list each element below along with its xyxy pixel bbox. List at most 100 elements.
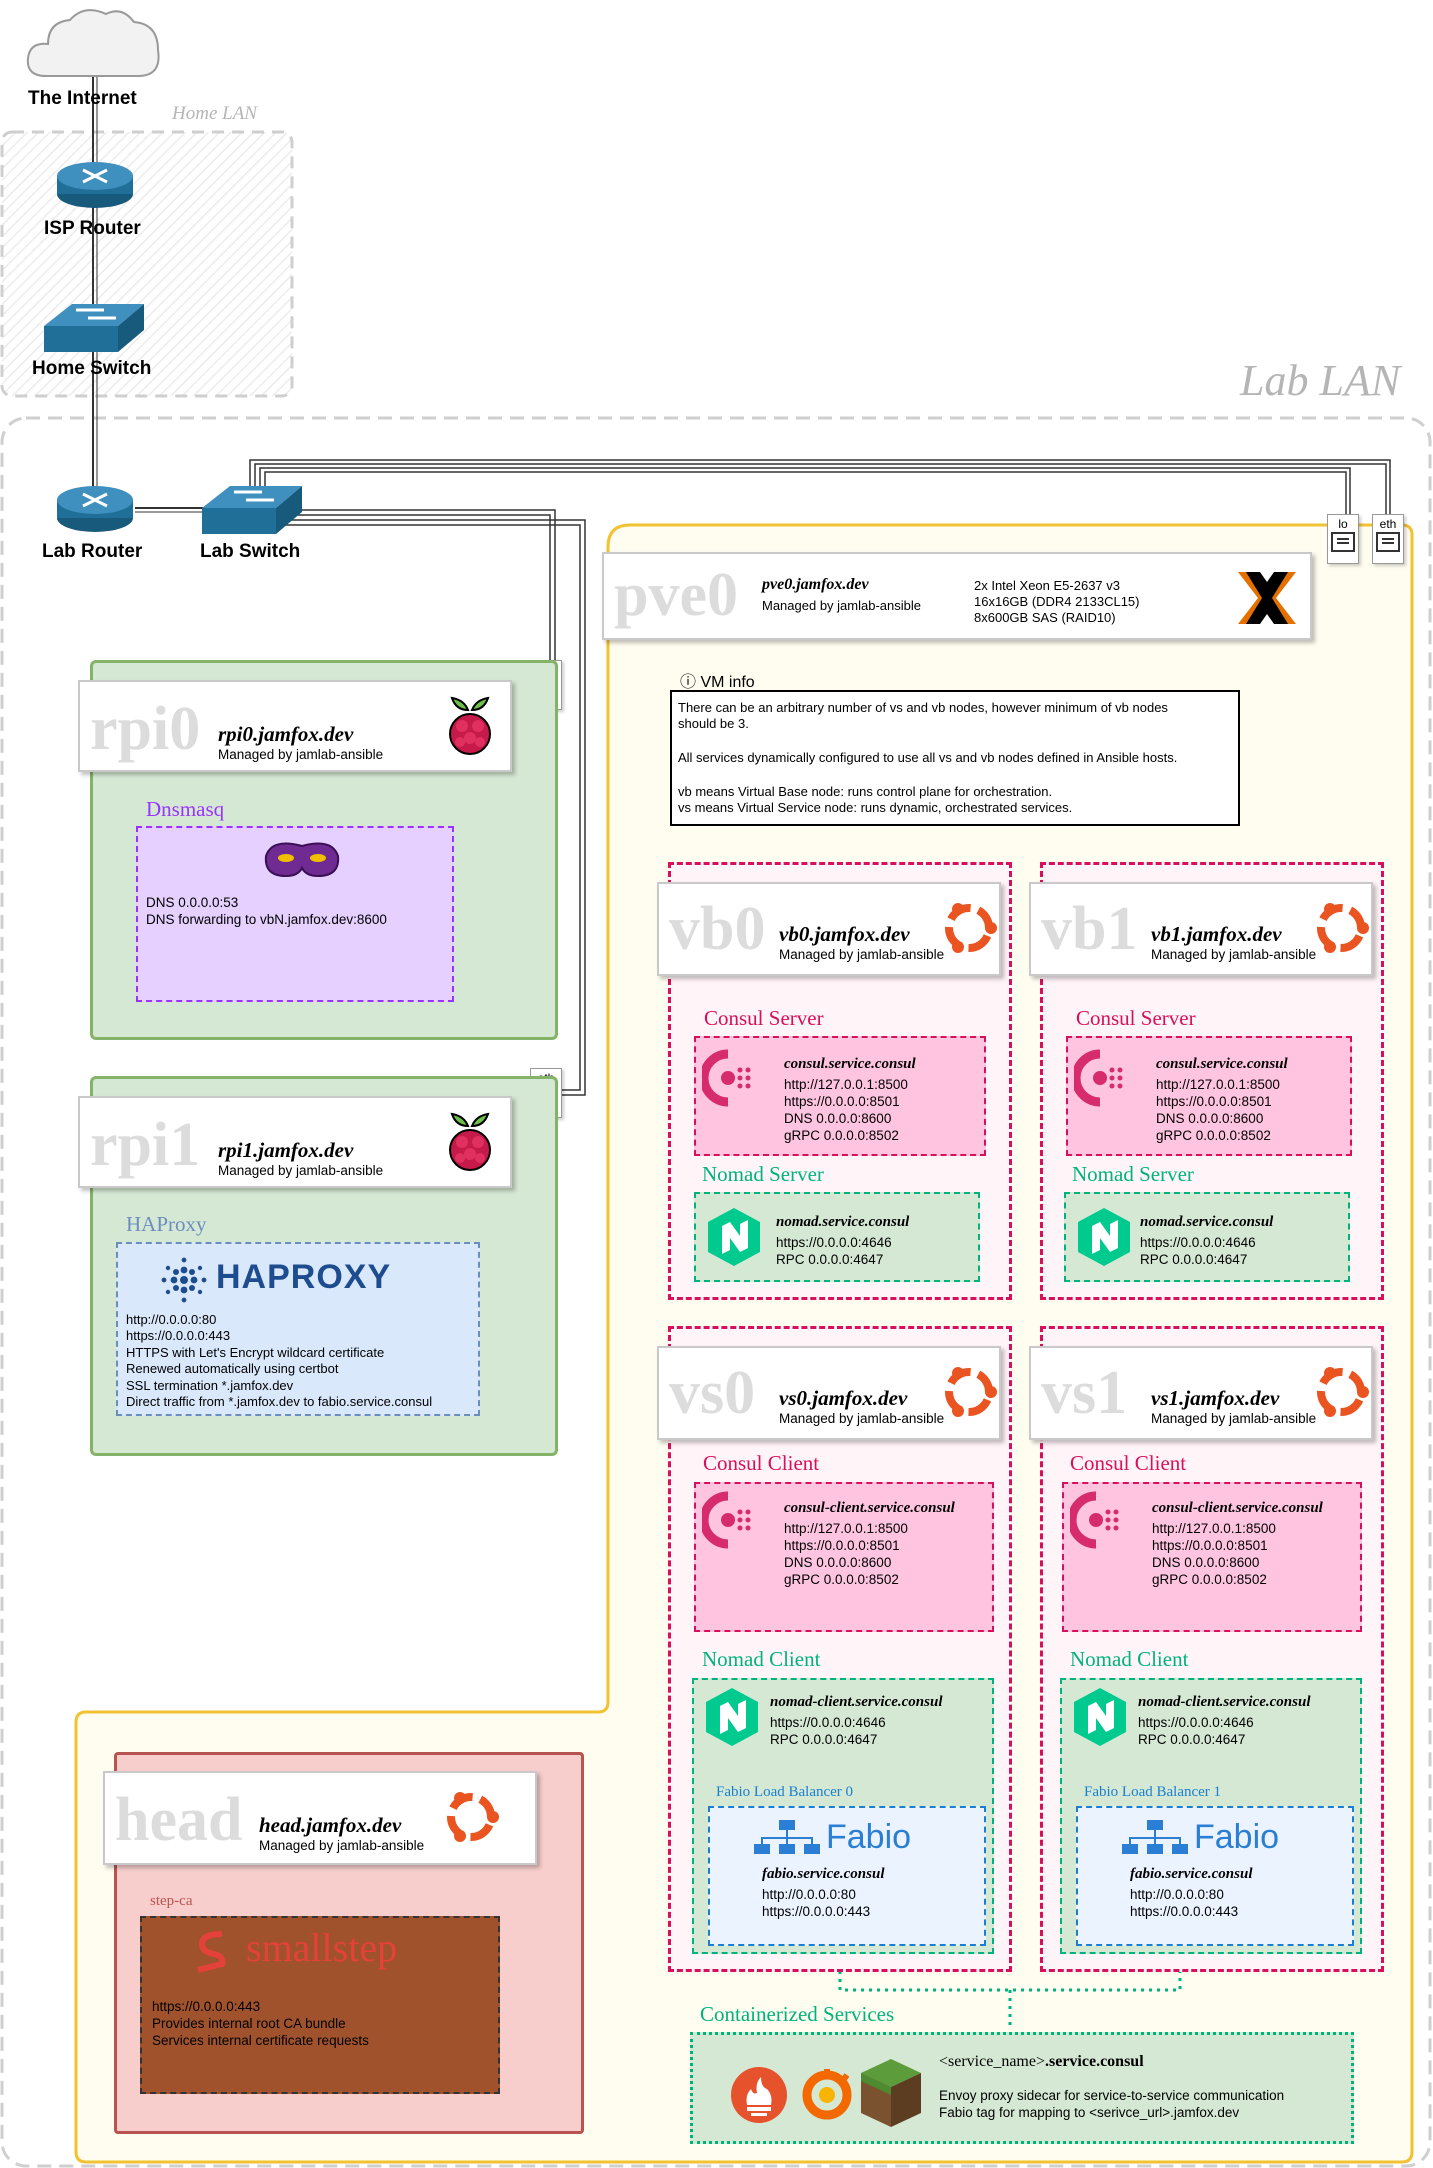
smallstep-logo-text: smallstep bbox=[246, 1925, 398, 1970]
vs1-consul-label: Consul Client bbox=[1070, 1451, 1187, 1475]
lab-switch-label: Lab Switch bbox=[200, 541, 301, 562]
vb1-managed: Managed by jamlab-ansible bbox=[1151, 947, 1317, 962]
vb1-hostname: vb1.jamfox.dev bbox=[1151, 922, 1282, 946]
nomad-icon bbox=[708, 1208, 760, 1266]
rpi0-managed: Managed by jamlab-ansible bbox=[218, 747, 384, 762]
rpi0-big-title: rpi0 bbox=[90, 695, 201, 763]
raspberry-pi-icon bbox=[449, 696, 491, 755]
vs1-fabio-label: Fabio Load Balancer 1 bbox=[1084, 1784, 1222, 1800]
vb0-managed: Managed by jamlab-ansible bbox=[779, 947, 945, 962]
vs0-managed: Managed by jamlab-ansible bbox=[779, 1411, 945, 1426]
pve0-big-title: pve0 bbox=[614, 561, 738, 629]
rpi1-card: rpi1 rpi1.jamfox.dev Managed by jamlab-a… bbox=[78, 1096, 512, 1188]
vs1-managed: Managed by jamlab-ansible bbox=[1151, 1411, 1317, 1426]
vb1-consul-service: consul.service.consul http://127.0.0.1:8… bbox=[1066, 1036, 1352, 1156]
dnsmasq-service: DNS 0.0.0.0:53 DNS forwarding to vbN.jam… bbox=[136, 826, 454, 1002]
consul-icon bbox=[702, 1491, 751, 1549]
vb0-nomad-label: Nomad Server bbox=[702, 1162, 824, 1186]
nomad-icon bbox=[1074, 1688, 1126, 1746]
haproxy-service: HAPROXY http://0.0.0.0:80 https://0.0.0.… bbox=[116, 1242, 480, 1416]
vs1-hostname: vs1.jamfox.dev bbox=[1151, 1386, 1280, 1410]
internet-label: The Internet bbox=[28, 88, 137, 109]
isp-router-label: ISP Router bbox=[44, 218, 141, 239]
pve0-spec-cpu: 2x Intel Xeon E5-2637 v3 bbox=[974, 578, 1120, 593]
vm-info-title: ⓘ VM info bbox=[680, 674, 755, 691]
pve0-hostname: pve0.jamfox.dev bbox=[762, 576, 869, 593]
fabio-logo-text: Fabio bbox=[1194, 1818, 1280, 1856]
vs0-nomad-label: Nomad Client bbox=[702, 1647, 821, 1671]
fabio-logo-text: Fabio bbox=[826, 1818, 912, 1856]
pve0-managed: Managed by jamlab-ansible bbox=[762, 598, 921, 613]
vb1-nomad-service: nomad.service.consul https://0.0.0.0:464… bbox=[1064, 1192, 1350, 1282]
vs0-consul-service: consul-client.service.consul http://127.… bbox=[694, 1482, 994, 1632]
raspberry-pi-icon bbox=[449, 1112, 491, 1171]
vs0-card: vs0 vs0.jamfox.dev Managed by jamlab-ans… bbox=[657, 1346, 1001, 1440]
step-ca-service: smallstep https://0.0.0.0:443 Provides i… bbox=[140, 1916, 500, 2094]
vs0-big-title: vs0 bbox=[669, 1359, 756, 1427]
vs1-nomad-label: Nomad Client bbox=[1070, 1647, 1189, 1671]
lab-router-label: Lab Router bbox=[42, 541, 143, 562]
ubuntu-icon bbox=[446, 1792, 499, 1842]
ubuntu-icon bbox=[1316, 1367, 1369, 1417]
pve0-eth-port[interactable]: eth bbox=[1372, 514, 1404, 564]
vs1-fabio-service: Fabio fabio.service.consul http://0.0.0.… bbox=[1076, 1806, 1354, 1946]
vb0-card: vb0 vb0.jamfox.dev Managed by jamlab-ans… bbox=[657, 882, 1001, 976]
haproxy-logo-text: HAPROXY bbox=[216, 1258, 392, 1296]
ubuntu-icon bbox=[1316, 903, 1369, 953]
vb0-consul-label: Consul Server bbox=[704, 1006, 824, 1030]
pve0-card: pve0 pve0.jamfox.dev Managed by jamlab-a… bbox=[602, 552, 1312, 640]
ubuntu-icon bbox=[944, 903, 997, 953]
vs1-card: vs1 vs1.jamfox.dev Managed by jamlab-ans… bbox=[1029, 1346, 1373, 1440]
vb0-consul-service: consul.service.consul http://127.0.0.1:8… bbox=[694, 1036, 986, 1156]
consul-icon bbox=[702, 1049, 751, 1107]
step-ca-label: step-ca bbox=[150, 1893, 193, 1909]
consul-icon bbox=[1070, 1491, 1119, 1549]
pve0-spec-disk: 8x600GB SAS (RAID10) bbox=[974, 610, 1116, 625]
rpi0-card: rpi0 rpi0.jamfox.dev Managed by jamlab-a… bbox=[78, 680, 512, 772]
pve0-spec-ram: 16x16GB (DDR4 2133CL15) bbox=[974, 594, 1140, 609]
vb0-nomad-service: nomad.service.consul https://0.0.0.0:464… bbox=[694, 1192, 980, 1282]
ubuntu-icon bbox=[944, 1367, 997, 1417]
haproxy-icon bbox=[161, 1257, 207, 1303]
containerized-service-name: <service_name>.service.consul bbox=[939, 2053, 1144, 2070]
smallstep-icon bbox=[197, 1931, 226, 1973]
dnsmasq-label: Dnsmasq bbox=[146, 797, 225, 821]
cloud-icon bbox=[26, 9, 160, 77]
home-lan-title: Home LAN bbox=[172, 103, 257, 124]
rpi1-hostname: rpi1.jamfox.dev bbox=[218, 1138, 354, 1162]
fabio-icon bbox=[1122, 1820, 1188, 1854]
vb1-big-title: vb1 bbox=[1041, 895, 1138, 963]
consul-icon bbox=[1074, 1049, 1123, 1107]
home-switch-icon[interactable] bbox=[42, 300, 146, 356]
vb1-nomad-label: Nomad Server bbox=[1072, 1162, 1194, 1186]
ethernet-port-icon bbox=[1331, 532, 1355, 552]
lab-lan-zone bbox=[0, 416, 1432, 2168]
lab-switch-icon[interactable] bbox=[200, 482, 304, 538]
home-lan-zone bbox=[0, 130, 294, 398]
vs0-nomad-service: nomad-client.service.consul https://0.0.… bbox=[692, 1678, 994, 1954]
vs0-consul-label: Consul Client bbox=[703, 1451, 820, 1475]
head-card: head head.jamfox.dev Managed by jamlab-a… bbox=[103, 1771, 537, 1865]
vs0-hostname: vs0.jamfox.dev bbox=[779, 1386, 908, 1410]
vm-info-box: There can be an arbitrary number of vs a… bbox=[670, 690, 1240, 826]
rpi0-hostname: rpi0.jamfox.dev bbox=[218, 722, 354, 746]
containerized-service: <service_name>.service.consul Envoy prox… bbox=[690, 2032, 1354, 2144]
isp-router-icon[interactable] bbox=[55, 158, 135, 210]
vb1-card: vb1 vb1.jamfox.dev Managed by jamlab-ans… bbox=[1029, 882, 1373, 976]
nomad-icon bbox=[706, 1688, 758, 1746]
lab-router-icon[interactable] bbox=[55, 482, 135, 534]
vb1-consul-label: Consul Server bbox=[1076, 1006, 1196, 1030]
vs1-big-title: vs1 bbox=[1041, 1359, 1128, 1427]
vb0-big-title: vb0 bbox=[669, 895, 766, 963]
ethernet-port-icon bbox=[1376, 532, 1400, 552]
head-hostname: head.jamfox.dev bbox=[259, 1813, 402, 1837]
rpi1-managed: Managed by jamlab-ansible bbox=[218, 1163, 384, 1178]
pve0-lo-port[interactable]: lo bbox=[1327, 514, 1359, 564]
minecraft-icon bbox=[861, 2059, 921, 2127]
grafana-icon bbox=[802, 2069, 852, 2120]
lab-lan-title: Lab LAN bbox=[1240, 356, 1401, 405]
head-managed: Managed by jamlab-ansible bbox=[259, 1838, 425, 1853]
vs1-nomad-service: nomad-client.service.consul https://0.0.… bbox=[1060, 1678, 1362, 1954]
fabio-icon bbox=[754, 1820, 820, 1854]
haproxy-label: HAProxy bbox=[126, 1212, 207, 1236]
